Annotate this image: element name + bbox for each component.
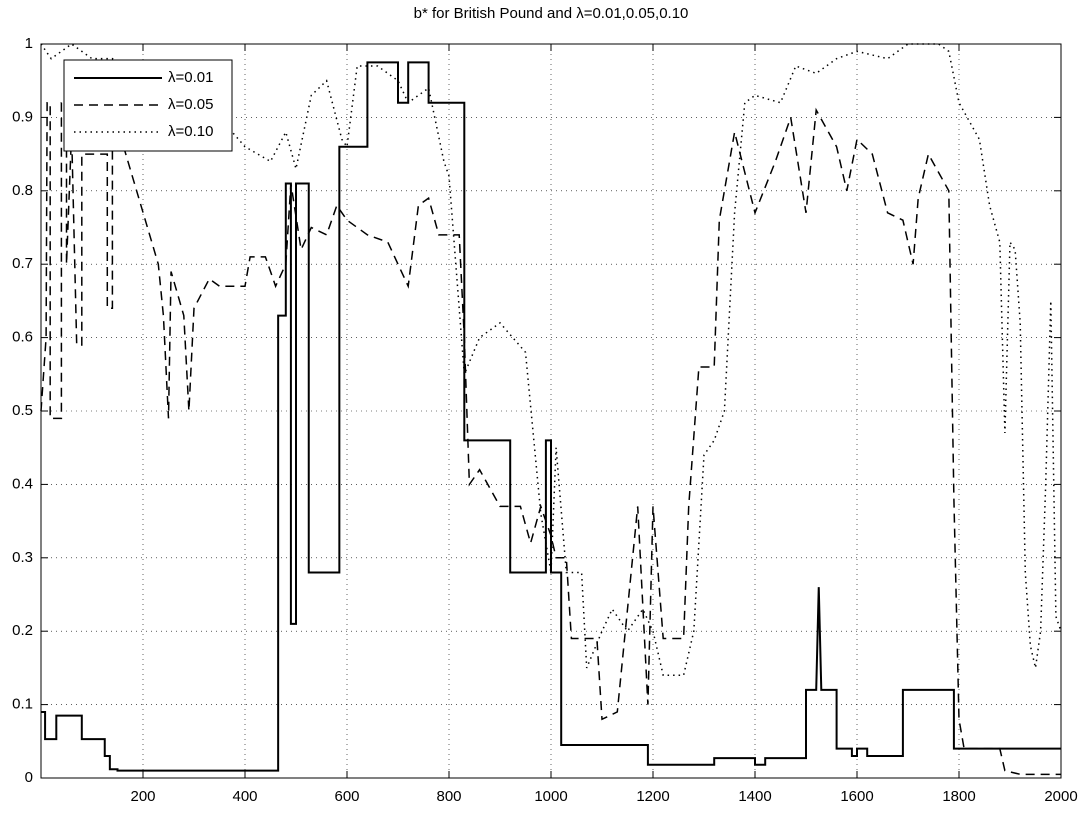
y-tick-label: 0.1: [12, 696, 33, 713]
series-line: [40, 101, 1061, 776]
y-tick-label: 0.8: [12, 182, 33, 199]
x-tick-label: 200: [130, 788, 155, 805]
y-tick-label: 1: [25, 35, 33, 52]
y-tick-label: 0.9: [12, 108, 33, 125]
x-tick-label: 1200: [636, 788, 669, 805]
x-tick-label: 1000: [534, 788, 567, 805]
y-tick-label: 0.4: [12, 475, 33, 492]
y-tick-label: 0.2: [12, 622, 33, 639]
series-line: [40, 43, 1062, 676]
x-tick-label: 400: [232, 788, 257, 805]
chart-title: b* for British Pound and λ=0.01,0.05,0.1…: [414, 5, 689, 22]
legend-label: λ=0.01: [168, 69, 213, 86]
x-tick-label: 800: [436, 788, 461, 805]
y-tick-label: 0: [25, 769, 33, 786]
x-tick-label: 1800: [942, 788, 975, 805]
legend-label: λ=0.10: [168, 123, 213, 140]
y-tick-label: 0.5: [12, 402, 33, 419]
x-tick-label: 600: [334, 788, 359, 805]
legend-label: λ=0.05: [168, 96, 213, 113]
plot-frame: [40, 43, 1062, 779]
y-tick-label: 0.3: [12, 549, 33, 566]
x-tick-label: 1400: [738, 788, 771, 805]
y-tick-label: 0.7: [12, 255, 33, 272]
y-tick-label: 0.6: [12, 329, 33, 346]
x-tick-label: 1600: [840, 788, 873, 805]
x-tick-label: 2000: [1044, 788, 1077, 805]
series-line: [41, 61, 1061, 772]
